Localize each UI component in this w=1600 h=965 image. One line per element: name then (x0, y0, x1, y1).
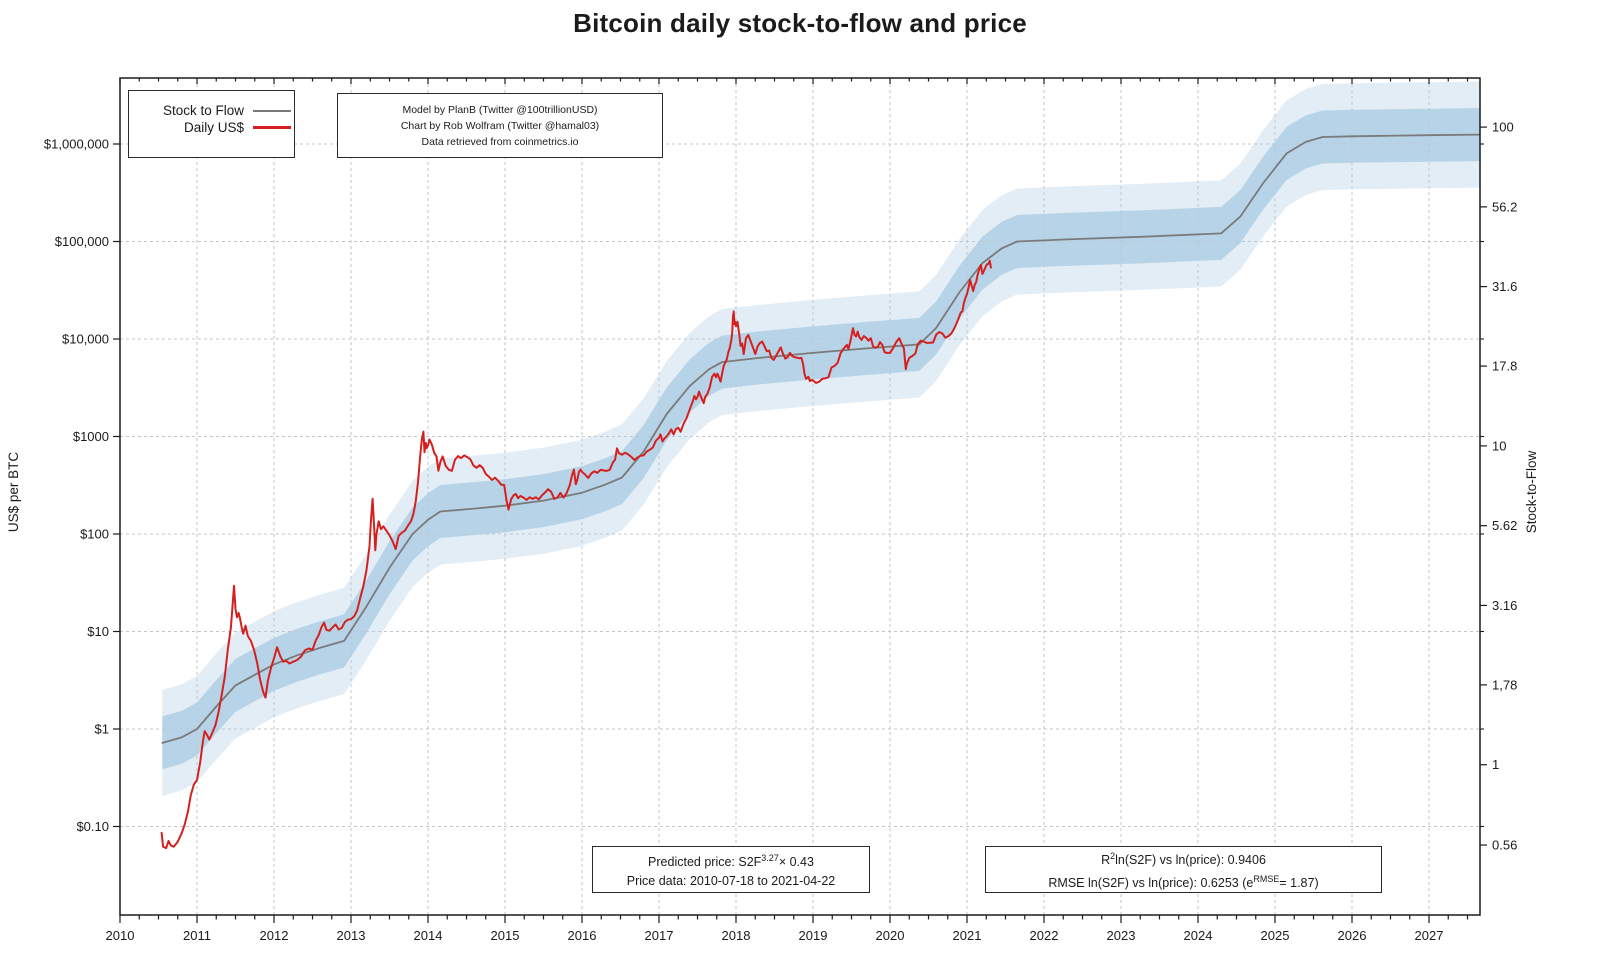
x-tick-label: 2020 (876, 928, 905, 943)
left-axis-title: US$ per BTC (6, 451, 21, 533)
legend-item-daily-usd: Daily US$ (129, 119, 294, 136)
y-left-tick-label: $10 (87, 624, 109, 639)
page-title: Bitcoin daily stock-to-flow and price (573, 8, 1027, 38)
credits-box: Model by PlanB (Twitter @100trillionUSD)… (337, 93, 663, 158)
y-right-tick-label: 0.56 (1492, 838, 1517, 853)
right-axis-title: Stock-to-Flow (1524, 450, 1539, 534)
x-tick-label: 2010 (106, 928, 135, 943)
x-tick-label: 2015 (491, 928, 520, 943)
legend-item-stock-to-flow: Stock to Flow (129, 102, 294, 119)
y-right-tick-label: 1,78 (1492, 677, 1517, 692)
daily-usd-price-line (160, 259, 992, 850)
legend-label-stock-to-flow: Stock to Flow (162, 103, 244, 118)
credit-data: Data retrieved from coinmetrics.io (421, 135, 579, 148)
legend: Stock to Flow Daily US$ (128, 90, 295, 158)
model-light-band (162, 81, 1480, 796)
r-squared-stat: R2ln(S2F) vs ln(price): 0.9406 (1101, 851, 1266, 868)
x-tick-label: 2027 (1415, 928, 1444, 943)
y-left-tick-label: $1,000,000 (44, 137, 109, 152)
prediction-box: Predicted price: S2F3.27× 0.43 Price dat… (592, 846, 870, 893)
y-left-tick-label: $0.10 (76, 819, 109, 834)
y-right-tick-label: 3.16 (1492, 598, 1517, 613)
y-right-tick-label: 100 (1492, 120, 1514, 135)
x-tick-label: 2019 (799, 928, 828, 943)
y-right-tick-label: 10 (1492, 438, 1506, 453)
y-right-tick-label: 17.8 (1492, 359, 1517, 374)
x-tick-label: 2017 (645, 928, 674, 943)
credit-chart: Chart by Rob Wolfram (Twitter @hamal03) (400, 119, 600, 132)
y-left-tick-label: $100,000 (55, 234, 109, 249)
x-tick-label: 2013 (337, 928, 366, 943)
y-left-tick-label: $10,000 (62, 332, 109, 347)
stock-to-flow-model-line (161, 133, 1481, 744)
plot-frame (119, 77, 1481, 916)
y-right-tick-label: 5.62 (1492, 518, 1517, 533)
x-tick-label: 2018 (722, 928, 751, 943)
x-tick-label: 2012 (260, 928, 289, 943)
y-right-tick-label: 56.2 (1492, 199, 1517, 214)
credit-model: Model by PlanB (Twitter @100trillionUSD) (402, 103, 598, 116)
x-tick-label: 2021 (953, 928, 982, 943)
y-right-tick-label: 31.6 (1492, 279, 1517, 294)
x-tick-label: 2022 (1030, 928, 1059, 943)
x-tick-label: 2025 (1261, 928, 1290, 943)
legend-label-daily-usd: Daily US$ (183, 120, 244, 135)
stock-to-flow-line-swatch (253, 109, 291, 112)
x-tick-label: 2023 (1107, 928, 1136, 943)
x-tick-label: 2014 (414, 928, 443, 943)
price-data-range: Price data: 2010-07-18 to 2021-04-22 (626, 873, 836, 888)
predicted-price-formula: Predicted price: S2F3.27× 0.43 (648, 853, 814, 870)
daily-usd-line-swatch (253, 126, 291, 129)
y-right-tick-label: 1 (1492, 757, 1499, 772)
statistics-box: R2ln(S2F) vs ln(price): 0.9406 RMSE ln(S… (985, 846, 1382, 893)
x-tick-label: 2011 (183, 928, 211, 943)
x-tick-label: 2024 (1184, 928, 1213, 943)
y-left-tick-label: $1000 (73, 429, 109, 444)
y-left-tick-label: $1 (95, 722, 109, 737)
x-tick-label: 2026 (1338, 928, 1367, 943)
x-tick-label: 2016 (568, 928, 597, 943)
y-left-tick-label: $100 (80, 527, 109, 542)
rmse-stat: RMSE ln(S2F) vs ln(price): 0.6253 (eRMSE… (1048, 873, 1319, 890)
